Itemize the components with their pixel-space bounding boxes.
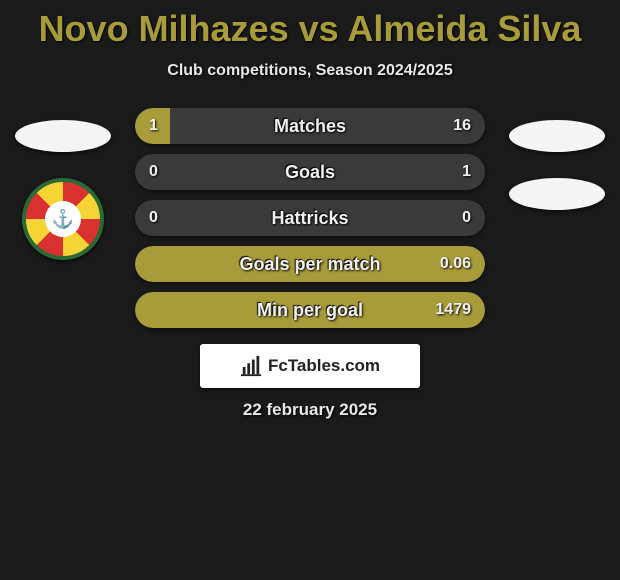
stat-right-value: 0 (462, 209, 471, 227)
stat-right-value: 16 (453, 117, 471, 135)
stat-row-matches: 1 Matches 16 (135, 108, 485, 144)
stat-label: Matches (274, 116, 346, 137)
stat-label: Goals per match (239, 254, 380, 275)
stat-right-value: 1479 (435, 301, 471, 319)
attribution-box[interactable]: FcTables.com (200, 344, 420, 388)
stat-left-value: 0 (149, 163, 158, 181)
stat-label: Min per goal (257, 300, 363, 321)
page-title: Novo Milhazes vs Almeida Silva (0, 8, 620, 50)
stat-label: Goals (285, 162, 335, 183)
stat-row-goals-per-match: Goals per match 0.06 (135, 246, 485, 282)
stats-list: 1 Matches 16 0 Goals 1 0 Hattricks 0 Goa… (0, 108, 620, 328)
stat-right-value: 1 (462, 163, 471, 181)
stat-row-min-per-goal: Min per goal 1479 (135, 292, 485, 328)
chart-icon (240, 355, 262, 377)
comparison-card: Novo Milhazes vs Almeida Silva Club comp… (0, 0, 620, 420)
stat-left-value: 1 (149, 117, 158, 135)
subtitle: Club competitions, Season 2024/2025 (0, 62, 620, 80)
attribution-text: FcTables.com (268, 356, 380, 376)
date-label: 22 february 2025 (0, 400, 620, 420)
stat-left-value: 0 (149, 209, 158, 227)
stat-right-value: 0.06 (440, 255, 471, 273)
stat-label: Hattricks (271, 208, 348, 229)
stat-row-goals: 0 Goals 1 (135, 154, 485, 190)
stat-row-hattricks: 0 Hattricks 0 (135, 200, 485, 236)
